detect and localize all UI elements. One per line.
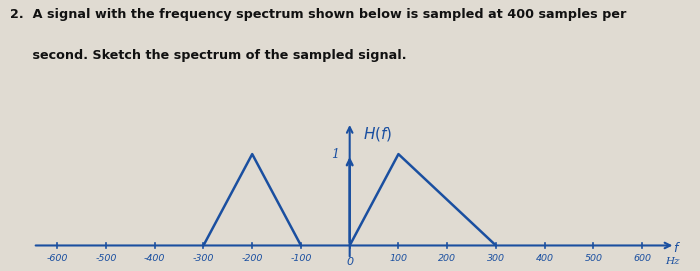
Text: 300: 300 xyxy=(487,254,505,263)
Text: -600: -600 xyxy=(47,254,68,263)
Text: -500: -500 xyxy=(95,254,117,263)
Text: -300: -300 xyxy=(193,254,214,263)
Text: -100: -100 xyxy=(290,254,312,263)
Text: 1: 1 xyxy=(331,148,339,161)
Text: 2.  A signal with the frequency spectrum shown below is sampled at 400 samples p: 2. A signal with the frequency spectrum … xyxy=(10,8,627,21)
Text: $H(f)$: $H(f)$ xyxy=(363,125,393,143)
Text: Hz: Hz xyxy=(666,257,680,266)
Text: $f$: $f$ xyxy=(673,241,681,255)
Text: 600: 600 xyxy=(633,254,651,263)
Text: 100: 100 xyxy=(389,254,407,263)
Text: 500: 500 xyxy=(584,254,603,263)
Text: 0: 0 xyxy=(346,257,354,267)
Text: 200: 200 xyxy=(438,254,456,263)
Text: 400: 400 xyxy=(536,254,554,263)
Text: second. Sketch the spectrum of the sampled signal.: second. Sketch the spectrum of the sampl… xyxy=(10,49,407,62)
Text: -200: -200 xyxy=(241,254,263,263)
Text: -400: -400 xyxy=(144,254,165,263)
